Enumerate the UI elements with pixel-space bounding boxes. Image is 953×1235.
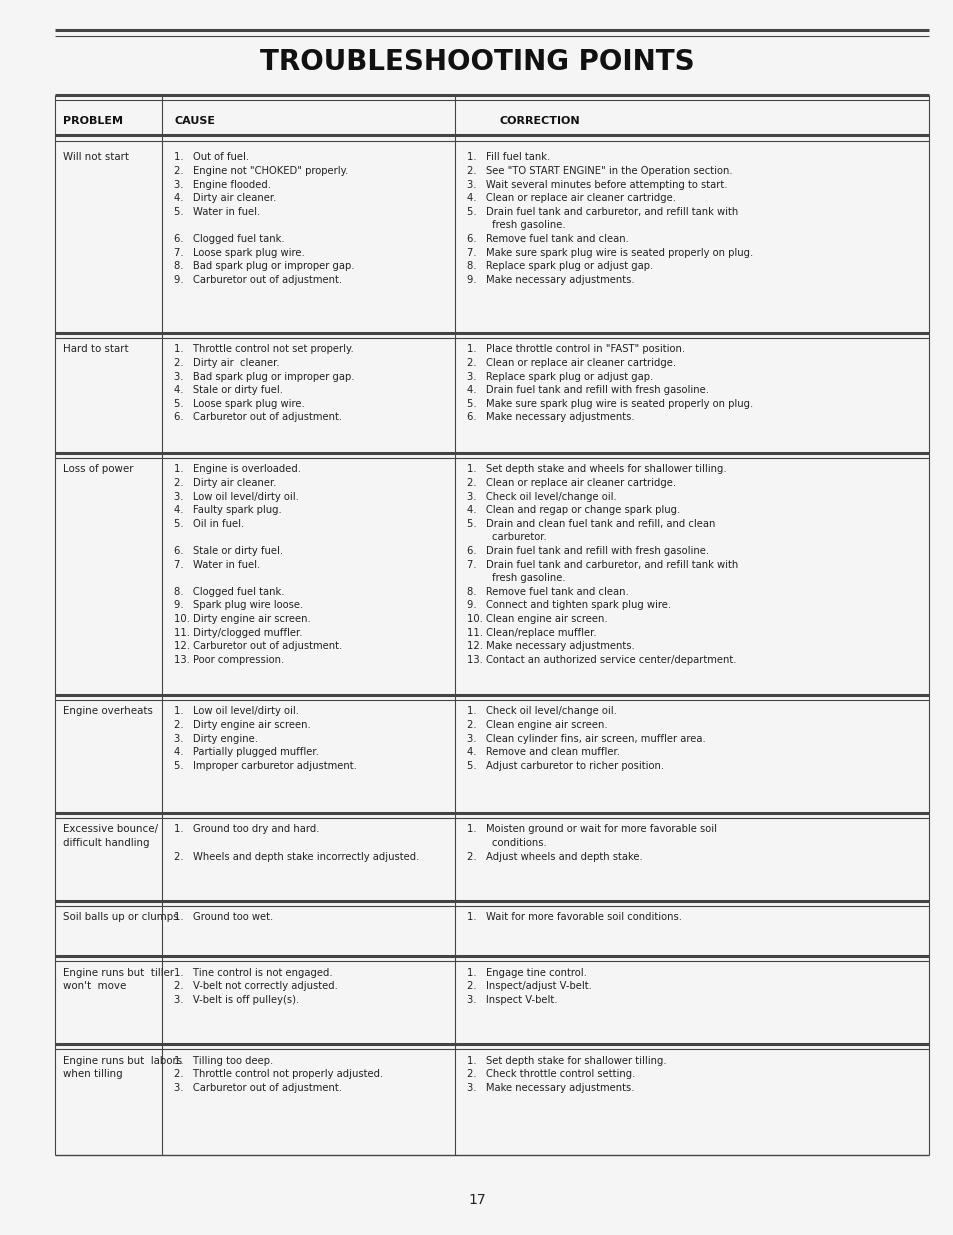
Text: 1.   Tilling too deep.
2.   Throttle control not properly adjusted.
3.   Carbure: 1. Tilling too deep. 2. Throttle control…: [173, 1056, 383, 1093]
Text: CORRECTION: CORRECTION: [499, 116, 580, 126]
Text: TROUBLESHOOTING POINTS: TROUBLESHOOTING POINTS: [259, 48, 694, 77]
Text: Loss of power: Loss of power: [63, 464, 133, 474]
Text: 1.   Wait for more favorable soil conditions.: 1. Wait for more favorable soil conditio…: [467, 913, 681, 923]
Text: 1.   Engage tine control.
2.   Inspect/adjust V-belt.
3.   Inspect V-belt.: 1. Engage tine control. 2. Inspect/adjus…: [467, 967, 591, 1005]
Text: 1.   Tine control is not engaged.
2.   V-belt not correctly adjusted.
3.   V-bel: 1. Tine control is not engaged. 2. V-bel…: [173, 967, 337, 1005]
Text: 1.   Ground too dry and hard.

2.   Wheels and depth stake incorrectly adjusted.: 1. Ground too dry and hard. 2. Wheels an…: [173, 825, 419, 862]
Text: Engine runs but  labors
when tilling: Engine runs but labors when tilling: [63, 1056, 182, 1079]
Text: CAUSE: CAUSE: [173, 116, 214, 126]
Text: 1.   Low oil level/dirty oil.
2.   Dirty engine air screen.
3.   Dirty engine.
4: 1. Low oil level/dirty oil. 2. Dirty eng…: [173, 706, 356, 771]
Text: 17: 17: [468, 1193, 485, 1207]
Text: Will not start: Will not start: [63, 152, 129, 163]
Text: Soil balls up or clumps: Soil balls up or clumps: [63, 913, 178, 923]
Text: Engine runs but  tiller
won't  move: Engine runs but tiller won't move: [63, 967, 174, 992]
Text: 1.   Engine is overloaded.
2.   Dirty air cleaner.
3.   Low oil level/dirty oil.: 1. Engine is overloaded. 2. Dirty air cl…: [173, 464, 342, 664]
Text: Excessive bounce/
difficult handling: Excessive bounce/ difficult handling: [63, 825, 158, 848]
Text: Hard to start: Hard to start: [63, 345, 129, 354]
Text: 1.   Fill fuel tank.
2.   See "TO START ENGINE" in the Operation section.
3.   W: 1. Fill fuel tank. 2. See "TO START ENGI…: [467, 152, 753, 285]
Text: Engine overheats: Engine overheats: [63, 706, 152, 716]
Text: 1.   Set depth stake and wheels for shallower tilling.
2.   Clean or replace air: 1. Set depth stake and wheels for shallo…: [467, 464, 738, 664]
Text: 1.   Ground too wet.: 1. Ground too wet.: [173, 913, 273, 923]
Text: 1.   Out of fuel.
2.   Engine not "CHOKED" properly.
3.   Engine flooded.
4.   D: 1. Out of fuel. 2. Engine not "CHOKED" p…: [173, 152, 355, 285]
Text: 1.   Moisten ground or wait for more favorable soil
        conditions.
2.   Adj: 1. Moisten ground or wait for more favor…: [467, 825, 717, 862]
Text: 1.   Check oil level/change oil.
2.   Clean engine air screen.
3.   Clean cylind: 1. Check oil level/change oil. 2. Clean …: [467, 706, 705, 771]
Text: 1.   Throttle control not set properly.
2.   Dirty air  cleaner.
3.   Bad spark : 1. Throttle control not set properly. 2.…: [173, 345, 355, 422]
Text: 1.   Place throttle control in "FAST" position.
2.   Clean or replace air cleane: 1. Place throttle control in "FAST" posi…: [467, 345, 753, 422]
Text: 1.   Set depth stake for shallower tilling.
2.   Check throttle control setting.: 1. Set depth stake for shallower tilling…: [467, 1056, 666, 1093]
Text: PROBLEM: PROBLEM: [63, 116, 123, 126]
